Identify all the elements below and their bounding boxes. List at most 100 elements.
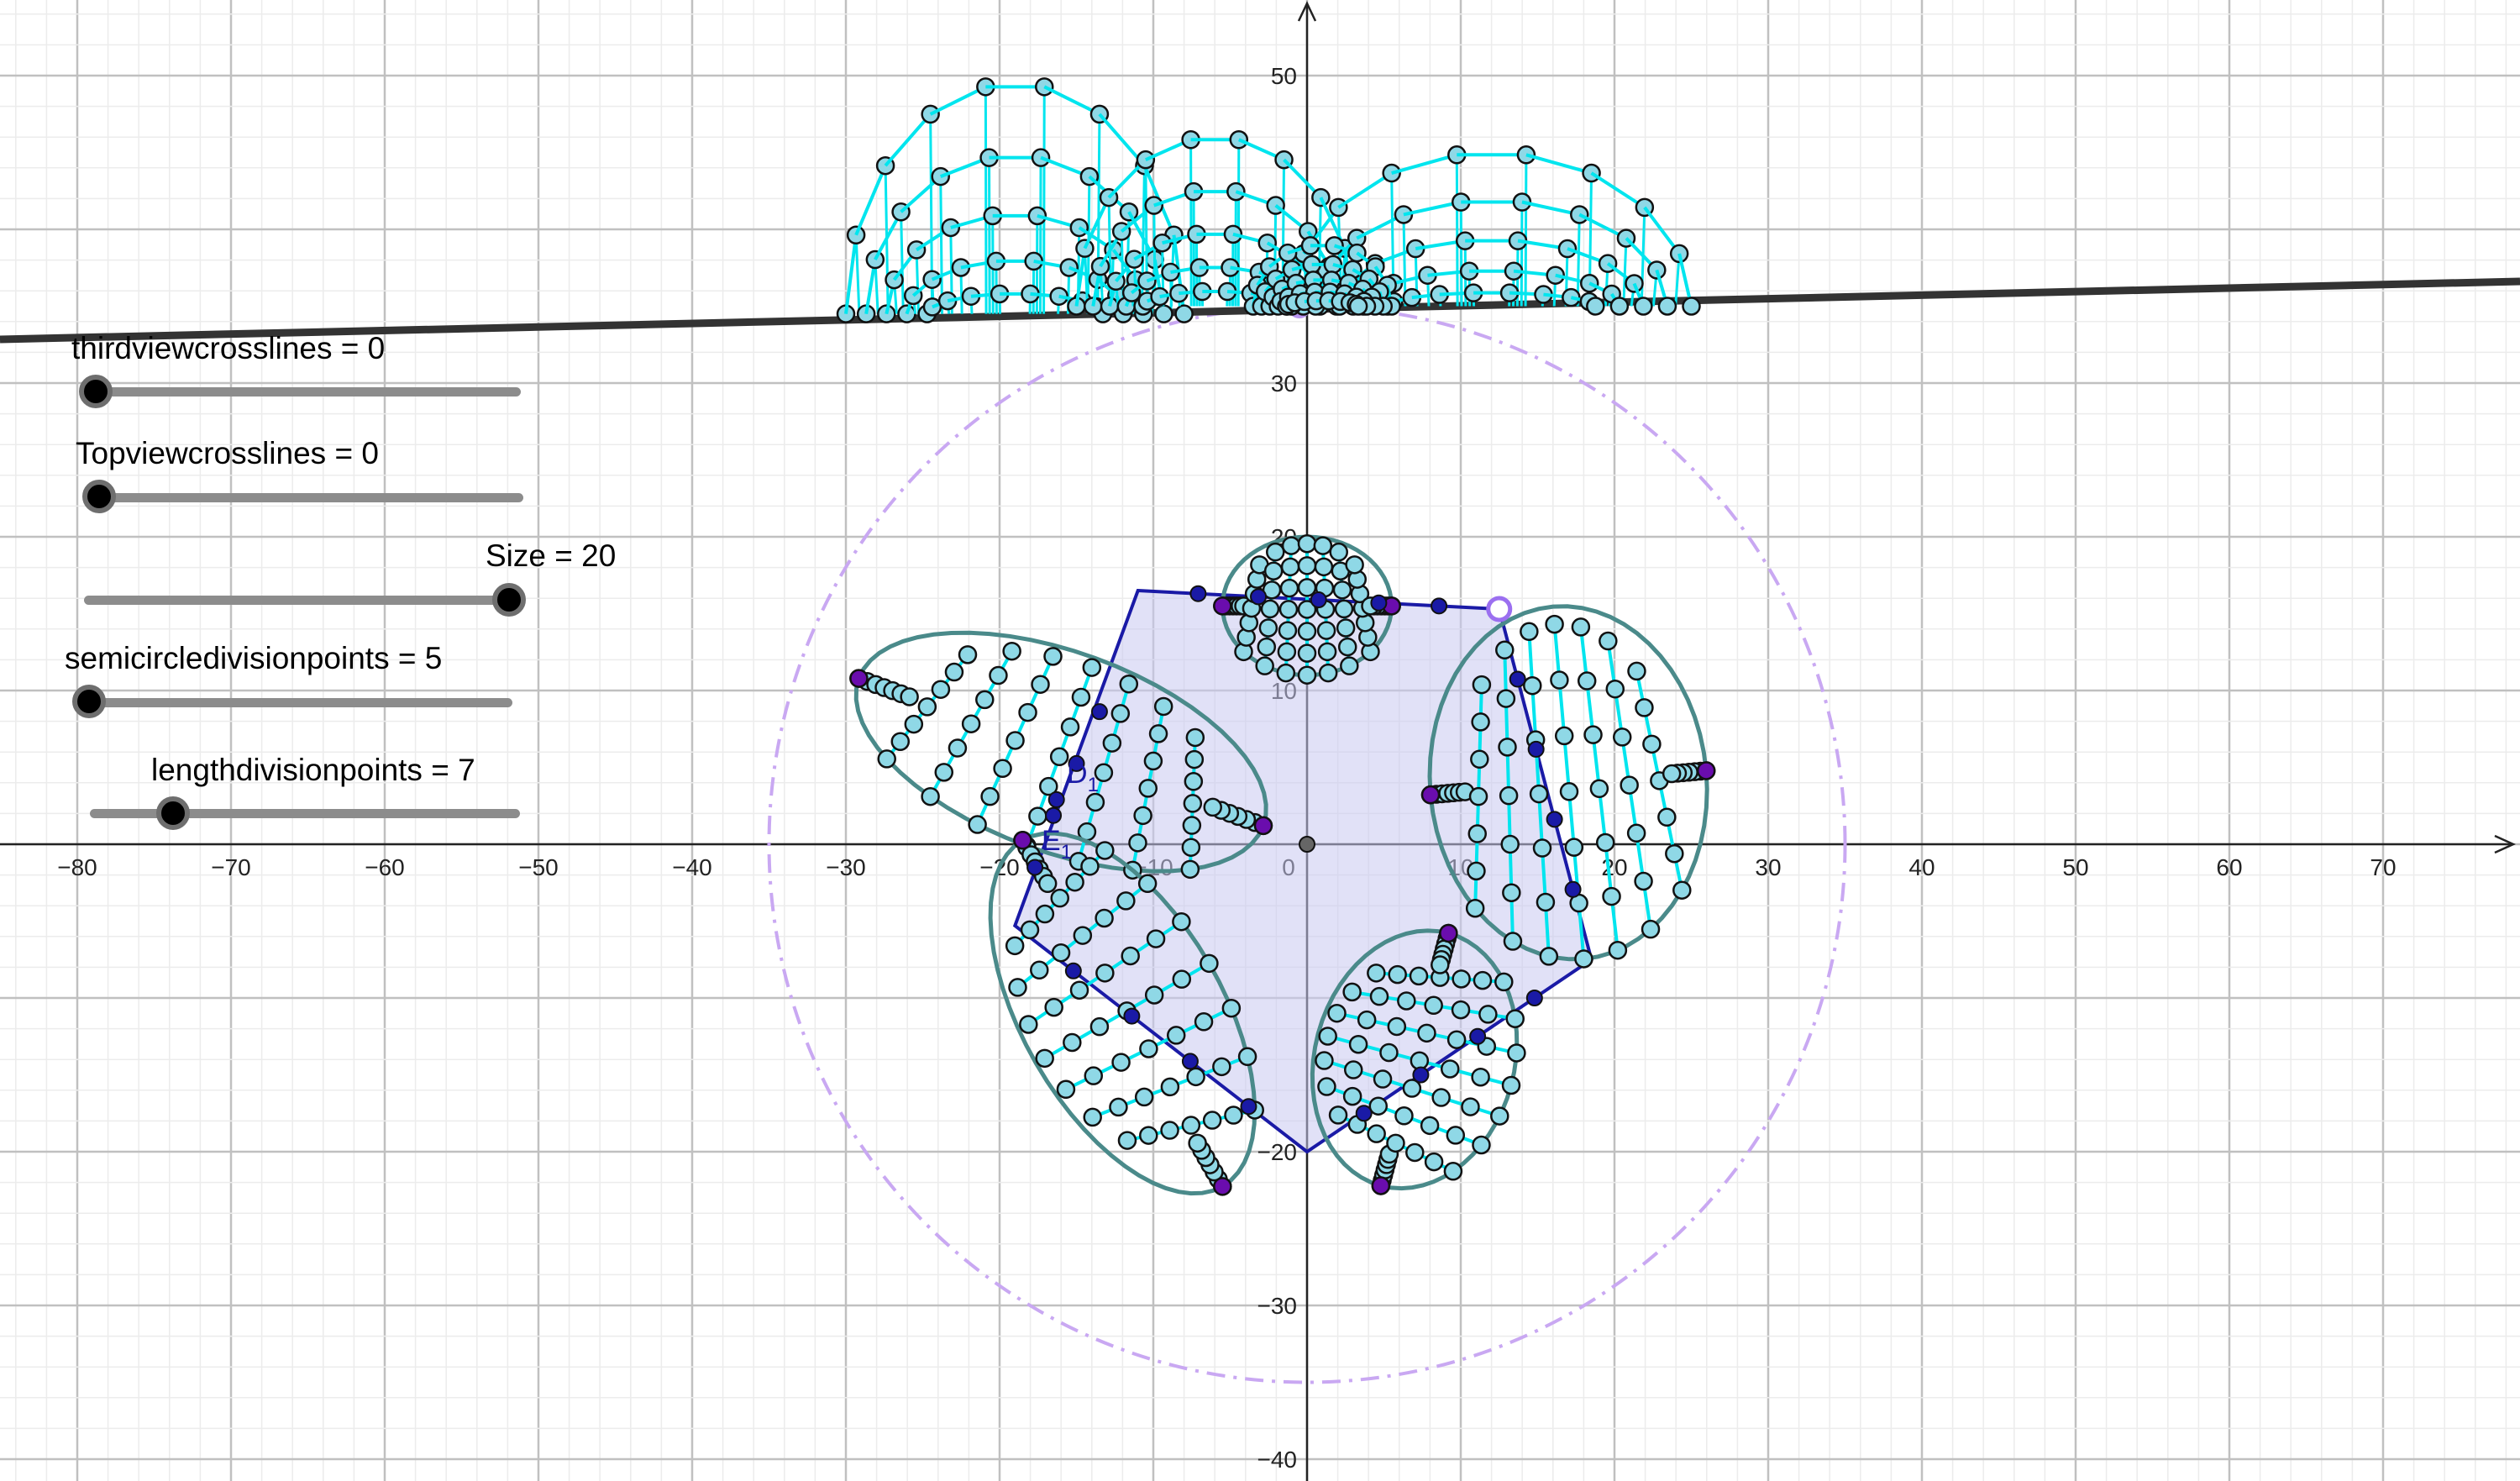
- edge-division-point: [1431, 597, 1448, 615]
- slider-knob-semicircledivisionpoints[interactable]: [72, 685, 106, 718]
- mesh-point: [1589, 779, 1609, 799]
- slider-knob-size[interactable]: [492, 583, 526, 617]
- dome-point: [1174, 304, 1194, 323]
- mesh-point: [1255, 656, 1274, 675]
- mesh-point: [1409, 966, 1429, 986]
- dome-left: [836, 77, 1194, 323]
- mesh-point: [1672, 880, 1692, 900]
- mesh-point: [1005, 731, 1025, 750]
- mesh-point: [900, 687, 919, 706]
- mesh-point: [1608, 940, 1628, 960]
- mesh-point: [1280, 557, 1300, 577]
- mesh-point: [1184, 772, 1204, 791]
- y-tick-label: −40: [1257, 1447, 1298, 1473]
- mesh-point: [1424, 1152, 1444, 1172]
- dome-strut: [900, 212, 905, 314]
- mesh-point: [1080, 857, 1100, 876]
- mesh-point: [1559, 782, 1579, 801]
- mesh-point: [1564, 838, 1584, 857]
- mesh-point: [1188, 1133, 1207, 1153]
- edge-division-point: [1189, 585, 1207, 602]
- accent-point: [1253, 816, 1273, 836]
- mesh-point: [1111, 1053, 1131, 1072]
- mesh-point: [1368, 1096, 1389, 1116]
- mesh-point: [1343, 1060, 1363, 1079]
- slider-knob-thirdviewcrosslines[interactable]: [79, 375, 113, 408]
- mesh-point: [1221, 998, 1242, 1018]
- mesh-point: [1635, 698, 1654, 717]
- edge-division-point: [1412, 1066, 1430, 1084]
- slider-track-size[interactable]: [84, 596, 524, 605]
- mesh-point: [948, 738, 968, 758]
- dome-point: [1154, 304, 1173, 323]
- mesh-point: [1316, 621, 1336, 640]
- mesh-point: [1337, 637, 1357, 657]
- slider-knob-lengthdivisionpoints[interactable]: [156, 796, 190, 830]
- mesh-point: [1028, 806, 1047, 826]
- mesh-point: [1471, 1067, 1490, 1087]
- point-labels: D1 E1: [1042, 758, 1099, 864]
- mesh-point: [1297, 533, 1317, 554]
- dome-strut: [1189, 139, 1193, 307]
- x-tick-label: −50: [518, 854, 559, 880]
- accent-point: [1371, 1176, 1391, 1195]
- mesh-point: [1139, 1039, 1158, 1058]
- dome-small: [1243, 236, 1401, 316]
- mesh-point: [1498, 738, 1517, 757]
- mesh-point: [1181, 838, 1201, 857]
- dome-edge: [1074, 248, 1087, 307]
- x-tick-label: −60: [365, 854, 405, 880]
- edge-division-point: [1564, 880, 1582, 898]
- accent-point: [1420, 785, 1441, 805]
- mesh-point: [1328, 1105, 1348, 1125]
- mesh-point: [1417, 1023, 1436, 1043]
- edge-division-point: [1525, 990, 1543, 1006]
- dome-point: [1570, 205, 1589, 224]
- mesh-point: [1181, 1116, 1201, 1135]
- mesh-point: [1443, 1162, 1463, 1181]
- mesh-point: [1503, 932, 1523, 951]
- dome-point: [1657, 297, 1677, 316]
- slider-track-thirdviewcrosslines[interactable]: [92, 387, 521, 397]
- mesh-point: [993, 759, 1012, 779]
- mesh-point: [1386, 1133, 1405, 1153]
- edge-division-point: [1469, 1027, 1487, 1045]
- mesh-point: [1394, 1106, 1414, 1126]
- y-tick-label: −30: [1257, 1293, 1298, 1319]
- slider-track-semicircledivisionpoints[interactable]: [84, 698, 512, 707]
- edge-division-point: [1370, 594, 1388, 612]
- mesh-point: [921, 786, 940, 806]
- mesh-point: [1109, 1097, 1128, 1117]
- mesh-point: [1472, 675, 1492, 695]
- mesh-point: [1340, 656, 1359, 675]
- mesh-point: [1373, 1069, 1393, 1089]
- mesh-point: [1490, 1106, 1509, 1126]
- mesh-point: [1446, 1030, 1467, 1049]
- slider-knob-topviewcrosslines[interactable]: [82, 480, 116, 513]
- slider-track-lengthdivisionpoints[interactable]: [90, 809, 520, 818]
- mesh-point: [1626, 823, 1646, 843]
- mesh-point: [1050, 888, 1069, 908]
- mesh-point: [1119, 674, 1139, 694]
- mesh-point: [1496, 689, 1516, 708]
- slider-label-lengthdivisionpoints: lengthdivisionpoints = 7: [151, 753, 475, 787]
- slider-track-topviewcrosslines[interactable]: [95, 493, 523, 502]
- x-tick-label: −40: [672, 854, 712, 880]
- dome-point: [1348, 297, 1368, 316]
- mesh-point: [1387, 1016, 1407, 1037]
- mesh-point: [1467, 824, 1487, 843]
- mesh-point: [1073, 926, 1093, 945]
- mesh-point: [1501, 1075, 1521, 1095]
- point-label-d1: D1: [1067, 758, 1099, 796]
- mesh-point: [1545, 614, 1564, 634]
- mesh-point: [1336, 618, 1356, 638]
- mesh-point: [1002, 641, 1021, 661]
- mesh-point: [1203, 797, 1223, 817]
- mesh-point: [1297, 556, 1317, 575]
- mesh-point: [1620, 775, 1639, 795]
- mesh-point: [1297, 578, 1317, 597]
- mesh-point: [1133, 806, 1152, 826]
- accent-point: [1213, 596, 1232, 616]
- edge-division-point: [1240, 1098, 1257, 1116]
